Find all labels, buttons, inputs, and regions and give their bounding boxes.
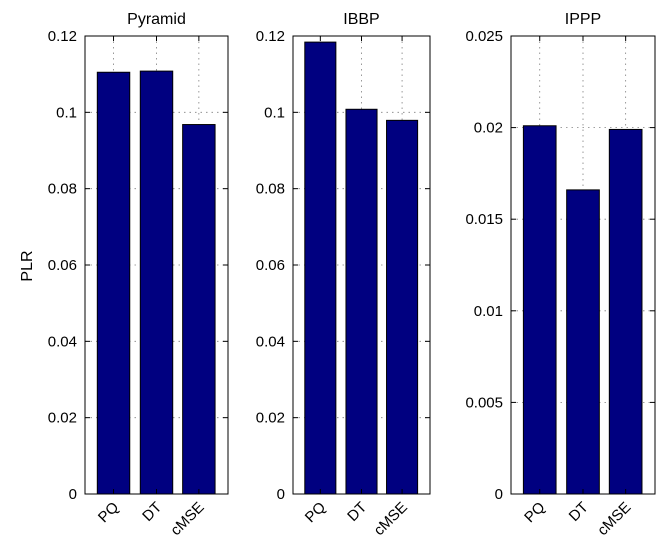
- y-tick-label: 0.02: [474, 120, 503, 137]
- bar-pq: [304, 41, 337, 495]
- y-tick-label: 0.1: [264, 104, 285, 121]
- bar-cmse: [386, 119, 419, 495]
- y-tick-label: 0.005: [465, 394, 503, 411]
- bar-pq: [96, 71, 131, 495]
- bar-dt: [139, 70, 174, 495]
- y-tick-label: 0.12: [256, 28, 285, 45]
- y-tick-label: 0.02: [48, 410, 77, 427]
- panel-title: IBBP: [343, 11, 379, 28]
- y-tick-label: 0.04: [48, 333, 77, 350]
- y-tick-label: 0: [69, 486, 77, 503]
- y-tick-label: 0.12: [48, 28, 77, 45]
- bar-cmse: [608, 128, 643, 495]
- y-tick-label: 0.08: [48, 181, 77, 198]
- y-tick-label: 0.025: [465, 28, 503, 45]
- bar-dt: [566, 189, 600, 495]
- y-tick-label: 0.06: [256, 257, 285, 274]
- bar-cmse: [182, 124, 216, 495]
- panel-title: Pyramid: [127, 11, 186, 28]
- y-tick-label: 0.08: [256, 181, 285, 198]
- bar-pq: [522, 125, 557, 495]
- y-tick-label: 0.02: [256, 410, 285, 427]
- y-tick-label: 0.06: [48, 257, 77, 274]
- y-tick-label: 0.1: [56, 104, 77, 121]
- y-tick-label: 0: [495, 486, 503, 503]
- y-tick-label: 0.015: [465, 211, 503, 228]
- panel-title: IPPP: [565, 11, 601, 28]
- bar-dt: [345, 108, 378, 495]
- y-tick-label: 0: [277, 486, 285, 503]
- y-tick-label: 0.04: [256, 333, 285, 350]
- y-axis-label: PLR: [19, 250, 36, 281]
- y-tick-label: 0.01: [474, 303, 503, 320]
